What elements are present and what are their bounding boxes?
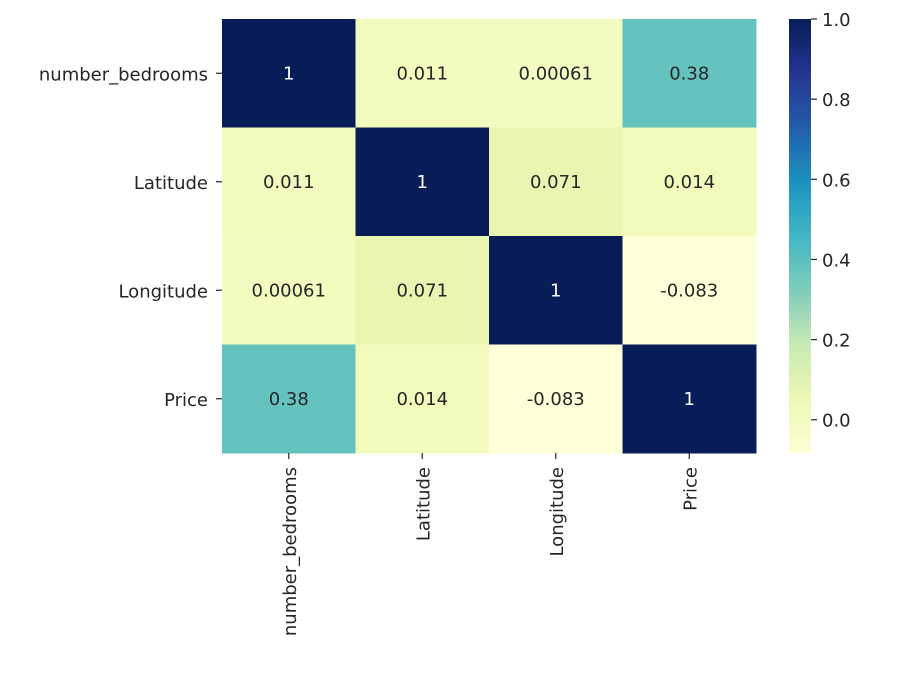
x-tick-label-Price: Price — [680, 467, 701, 511]
y-tick-labels: number_bedrooms Latitude Longitude Price — [39, 64, 222, 411]
x-tick-label-Longitude: Longitude — [547, 467, 568, 557]
cell-annotation-3-3: 1 — [684, 389, 695, 410]
cell-annotation-1-2: 0.071 — [530, 172, 582, 193]
colorbar-tick-label: 0.4 — [822, 250, 851, 271]
colorbar-tick-label: 1.0 — [822, 10, 851, 31]
y-tick-label-Latitude: Latitude — [134, 173, 208, 194]
heatmap-cell-1-1 — [355, 127, 490, 237]
heatmap-cell-3-0 — [222, 344, 356, 454]
heatmap-cell-3-1 — [355, 344, 490, 454]
cell-annotation-0-2: 0.00061 — [519, 63, 593, 84]
cell-annotation-2-0: 0.00061 — [252, 280, 326, 301]
heatmap-cell-2-2 — [489, 236, 623, 345]
cell-annotation-0-3: 0.38 — [669, 63, 709, 84]
colorbar-tick-label: 0.8 — [822, 90, 851, 111]
heatmap-cell-1-2 — [489, 127, 623, 237]
cell-annotation-1-3: 0.014 — [663, 172, 715, 193]
cell-annotation-1-0: 0.011 — [263, 172, 315, 193]
heatmap-cell-2-3 — [622, 236, 757, 345]
heatmap-cell-2-0 — [222, 236, 356, 345]
heatmap-annotations: 1 0.011 0.00061 0.38 0.011 1 0.071 0.014 0.00061… — [252, 63, 719, 410]
heatmap-cells — [222, 19, 757, 454]
heatmap-cell-3-3 — [622, 344, 757, 454]
heatmap-cell-1-0 — [222, 127, 356, 237]
colorbar-tick-label: 0.6 — [822, 170, 851, 191]
heatmap-cell-0-0 — [222, 19, 356, 128]
colorbar-tick-label: 0.2 — [822, 331, 851, 352]
y-tick-label-Longitude: Longitude — [118, 281, 208, 302]
cell-annotation-0-1: 0.011 — [396, 63, 448, 84]
cell-annotation-3-2: -0.083 — [527, 389, 585, 410]
colorbar-gradient — [789, 19, 811, 453]
x-tick-labels: number_bedrooms Latitude Longitude Price — [280, 453, 701, 636]
y-tick-label-Price: Price — [164, 390, 208, 411]
colorbar-tick-label: 0.0 — [822, 411, 851, 432]
heatmap-cell-0-1 — [355, 19, 490, 128]
heatmap-cell-2-1 — [355, 236, 490, 345]
cell-annotation-2-1: 0.071 — [396, 280, 448, 301]
y-tick-label-number_bedrooms: number_bedrooms — [39, 64, 208, 85]
heatmap-cell-1-3 — [622, 127, 757, 237]
colorbar: 0.0 0.2 0.4 0.6 0.8 1.0 — [789, 10, 851, 453]
heatmap-cell-3-2 — [489, 344, 623, 454]
x-tick-label-Latitude: Latitude — [413, 467, 434, 541]
cell-annotation-2-2: 1 — [550, 280, 561, 301]
cell-annotation-2-3: -0.083 — [660, 280, 718, 301]
cell-annotation-3-0: 0.38 — [269, 389, 309, 410]
cell-annotation-3-1: 0.014 — [396, 389, 448, 410]
heatmap-cell-0-2 — [489, 19, 623, 128]
heatmap-cell-0-3 — [622, 19, 757, 128]
cell-annotation-0-0: 1 — [283, 63, 294, 84]
cell-annotation-1-1: 1 — [417, 172, 428, 193]
x-tick-label-number_bedrooms: number_bedrooms — [280, 467, 301, 636]
